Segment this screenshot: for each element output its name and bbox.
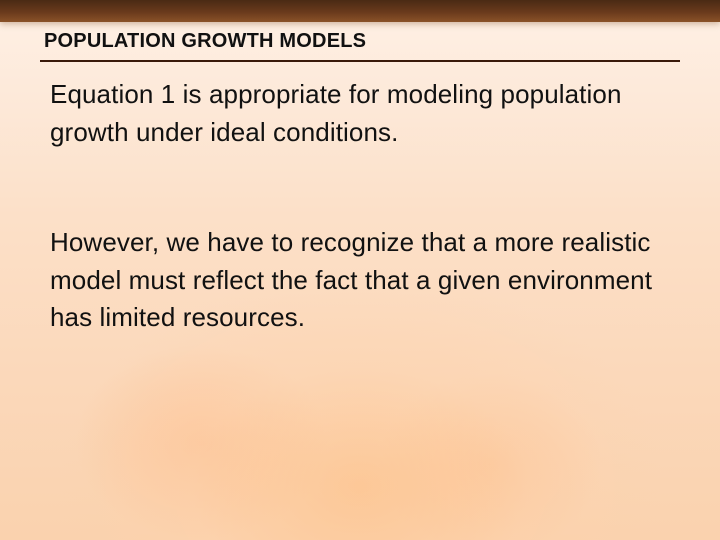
paragraph-1: Equation 1 is appropriate for modeling p… (50, 76, 670, 151)
top-accent-bar (0, 0, 720, 22)
heading-underline (40, 60, 680, 62)
slide-heading: POPULATION GROWTH MODELS (44, 30, 366, 53)
slide: POPULATION GROWTH MODELS Equation 1 is a… (0, 0, 720, 540)
paragraph-2: However, we have to recognize that a mor… (50, 224, 670, 337)
